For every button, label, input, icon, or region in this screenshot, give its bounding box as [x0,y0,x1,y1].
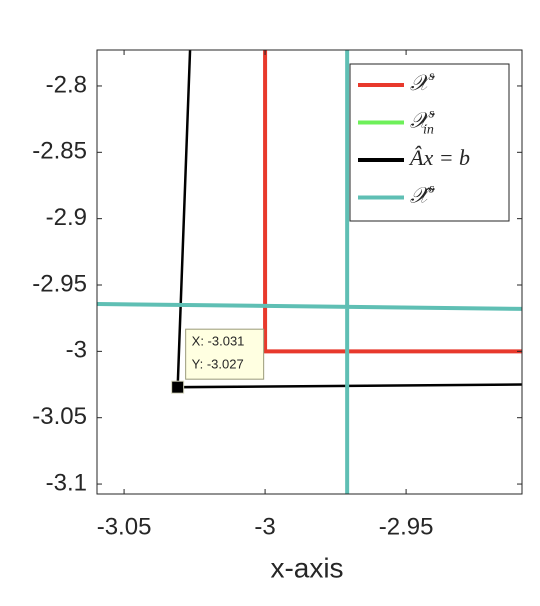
y-tick-label: -2.9 [46,204,87,231]
legend-name: Âx = b [408,145,470,170]
legend-sup: s [429,182,435,197]
legend-label: Âx = b [408,145,470,170]
datatip-x: X: -3.031 [192,334,245,349]
legend-sup: s [429,107,435,122]
x-tick-label: -2.95 [379,513,434,540]
y-tick-label: -3.05 [32,403,87,430]
legend-label: 𝒳s in [410,107,435,138]
x-tick-label: -3 [254,513,275,540]
legend-sup: s [429,69,435,84]
series-line [97,50,522,494]
y-tick-label: -2.8 [46,71,87,98]
y-tick-label: -3 [66,337,87,364]
datatip-marker [171,380,185,394]
legend-box [349,63,510,222]
datatip-box [185,328,265,380]
y-tick-label: -3.1 [46,469,87,496]
x-tick-label: -3.05 [97,513,152,540]
datatip-y: Y: -3.027 [192,357,244,372]
y-tick-label: -2.95 [32,270,87,297]
y-tick-label: -2.85 [32,138,87,165]
series-line [263,50,522,354]
x-axis-label: x-axis [270,552,343,583]
legend-sub: in [423,123,434,138]
axes-box [96,49,523,495]
